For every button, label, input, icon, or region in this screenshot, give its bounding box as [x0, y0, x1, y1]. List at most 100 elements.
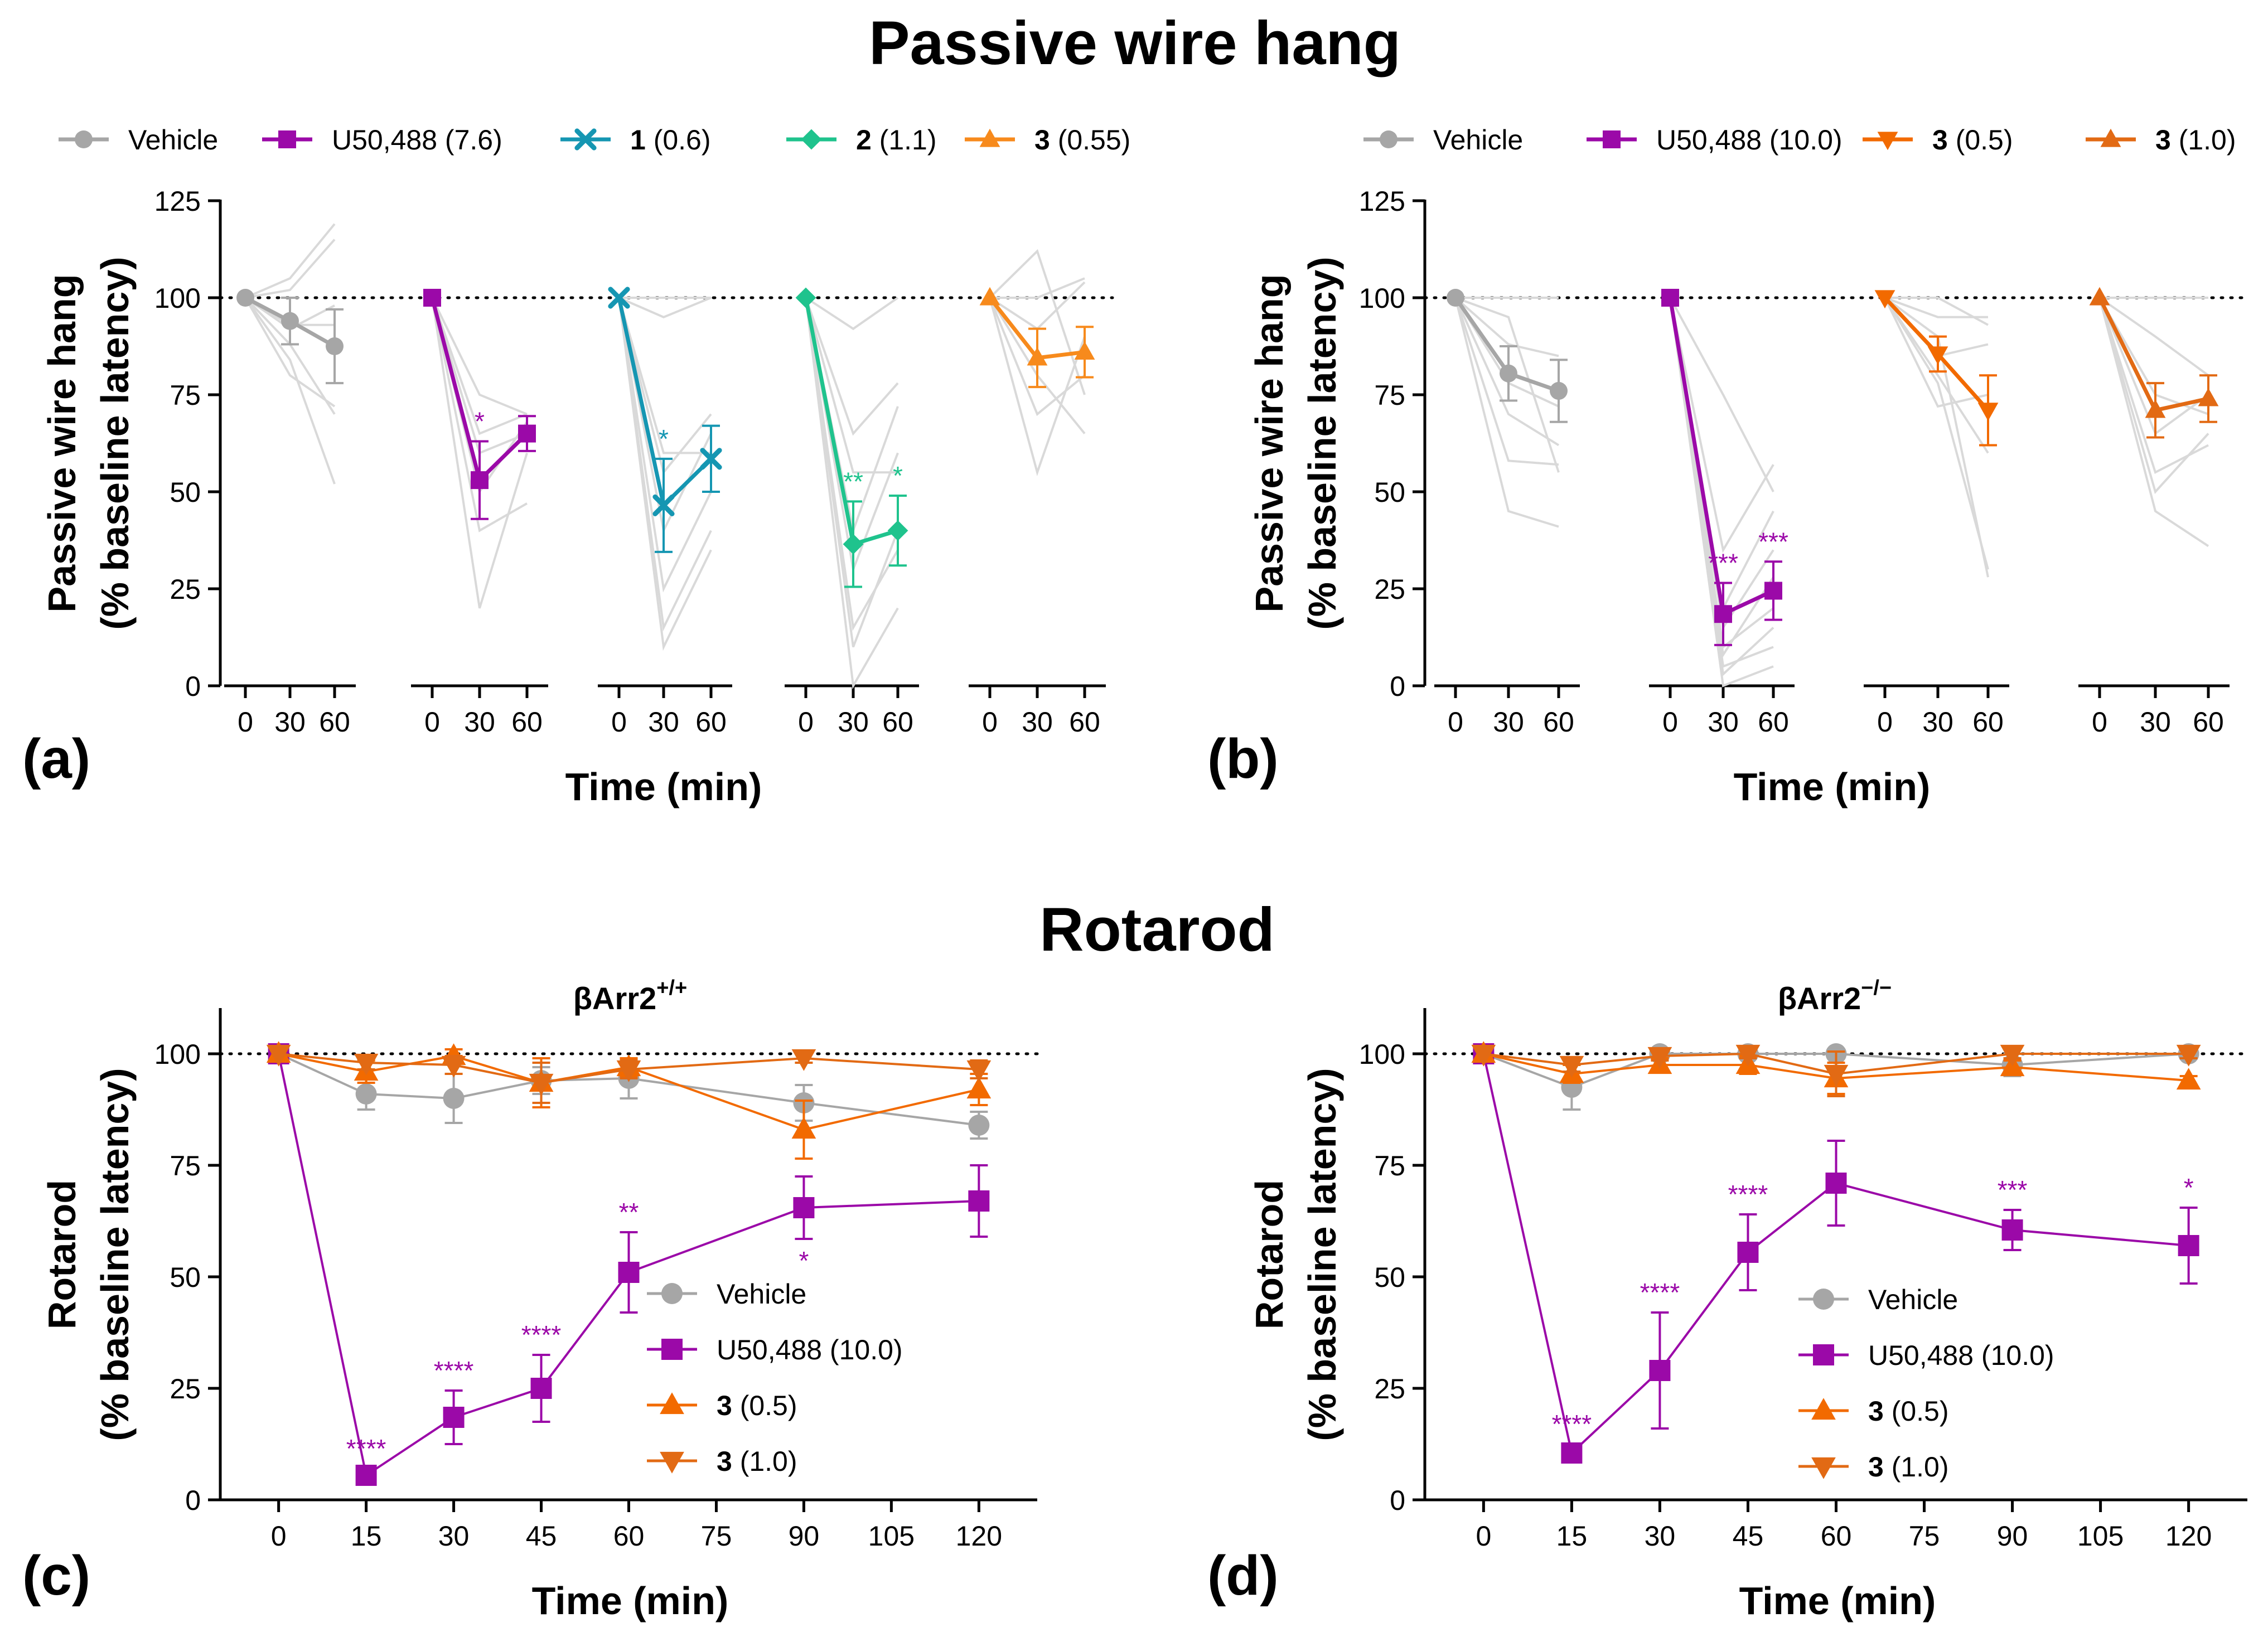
panel-a: (a) Passive wire hang (% baseline latency)…: [22, 124, 1130, 808]
x-tick-label: 105: [868, 1520, 915, 1552]
rotarod-title: Rotarod: [1039, 895, 1275, 964]
legend-label: U50,488 (7.6): [332, 124, 502, 156]
data-point: [354, 1053, 379, 1076]
data-point: [443, 1088, 465, 1109]
data-point: [968, 1190, 990, 1212]
significance-label: ****: [434, 1356, 474, 1385]
data-point: [326, 337, 344, 355]
x-tick-label: 0: [238, 706, 253, 738]
x-tick-label: 120: [2165, 1520, 2212, 1552]
series-3-0-5-: [1874, 290, 1999, 578]
legend-item: 3 (0.5): [1798, 1396, 1949, 1427]
y-tick-label: 75: [1374, 380, 1405, 411]
legend-label: Vehicle: [717, 1278, 806, 1310]
individual-trace: [1454, 297, 1559, 528]
individual-trace: [805, 297, 899, 436]
legend-item: 3 (0.5): [1863, 124, 2013, 156]
data-point: [1027, 347, 1048, 366]
data-point: [2145, 399, 2166, 418]
data-point: [791, 1117, 816, 1139]
individual-trace: [2098, 297, 2209, 376]
x-tick-label: 105: [2077, 1520, 2124, 1552]
x-tick-label: 30: [838, 706, 869, 738]
individual-trace: [1454, 297, 1560, 447]
x-tick-label: 60: [882, 706, 913, 738]
data-point: [1764, 582, 1782, 600]
x-tick-label: 30: [1922, 706, 1953, 738]
significance-label: **: [843, 467, 863, 496]
significance-label: *: [659, 424, 669, 453]
individual-trace: [805, 297, 898, 474]
data-point: [1559, 1055, 1584, 1078]
legend-marker: [1380, 130, 1397, 148]
legend-text: (0.5): [732, 1390, 797, 1421]
significance-label: ****: [346, 1434, 386, 1463]
legend-marker: [979, 128, 1000, 147]
x-tick-label: 0: [1877, 706, 1893, 738]
data-point: [2089, 287, 2110, 306]
significance-label: *: [2184, 1173, 2194, 1202]
individual-trace: [431, 297, 528, 415]
data-point: [1714, 605, 1732, 623]
data-point: [2198, 388, 2219, 406]
individual-trace: [1455, 297, 1560, 473]
data-point: [1649, 1360, 1671, 1381]
panel-d: (d) Rotarod (% baseline latency) Time (min)…: [1207, 976, 2249, 1623]
y-tick-label: 125: [1359, 186, 1405, 217]
individual-trace: [618, 297, 712, 593]
data-point: [700, 448, 722, 470]
panel-label: (c): [22, 1544, 90, 1607]
x-tick-label: 30: [2140, 706, 2171, 738]
genotype-subtitle: βArr2+/+: [573, 976, 687, 1016]
data-point: [966, 1060, 992, 1082]
y-tick-label: 75: [170, 1150, 201, 1181]
significance-label: *: [475, 407, 485, 436]
legend-item: 2 (1.1): [786, 124, 937, 156]
legend-marker: [661, 1283, 683, 1304]
legend-marker: [2100, 128, 2121, 147]
x-tick-label: 0: [271, 1520, 287, 1552]
data-point: [2176, 1068, 2201, 1090]
legend-marker: [278, 130, 296, 148]
individual-trace: [2098, 297, 2209, 548]
x-tick-label: 15: [351, 1520, 382, 1552]
passive-wire-hang-title: Passive wire hang: [869, 9, 1401, 78]
genotype-subtitle: βArr2−/−: [1778, 976, 1892, 1016]
data-point: [355, 1465, 377, 1486]
legend-marker: [660, 1392, 684, 1415]
data-point: [2178, 1235, 2199, 1256]
y-tick-label: 0: [1390, 671, 1405, 702]
legend-label: 3 (0.5): [1932, 124, 2013, 156]
data-point: [968, 1115, 990, 1136]
y-tick-label: 25: [170, 574, 201, 605]
data-point: [979, 287, 1000, 306]
x-tick-label: 60: [1821, 1520, 1852, 1552]
legend-item: U50,488 (10.0): [1587, 124, 1843, 156]
individual-trace: [431, 297, 528, 435]
x-tick-label: 75: [1909, 1520, 1940, 1552]
data-point: [843, 534, 864, 555]
significance-label: *: [893, 461, 903, 490]
legend-label: Vehicle: [1868, 1284, 1958, 1315]
individual-trace: [245, 223, 336, 299]
data-point: [443, 1407, 465, 1428]
legend-compound-number: 3: [1932, 124, 1948, 156]
individual-trace: [805, 297, 899, 331]
data-point: [652, 494, 675, 516]
series-1-0-6-: *: [608, 287, 722, 651]
legend-compound-number: 3: [1034, 124, 1050, 156]
x-tick-label: 30: [1708, 706, 1739, 738]
x-tick-label: 30: [1022, 706, 1053, 738]
legend-label: U50,488 (10.0): [1868, 1340, 2054, 1371]
x-tick-label: 0: [798, 706, 814, 738]
individual-trace: [1884, 297, 1988, 318]
legend-item: Vehicle: [1798, 1284, 1958, 1315]
x-tick-label: 30: [464, 706, 495, 738]
individual-trace: [1669, 297, 1774, 658]
significance-label: ***: [1758, 527, 1788, 556]
series-u50-488-10-0-: ************ *** *: [1473, 1043, 2199, 1464]
legend-item: 3 (1.0): [1798, 1451, 1949, 1483]
legend-item: 1 (0.6): [560, 124, 711, 156]
